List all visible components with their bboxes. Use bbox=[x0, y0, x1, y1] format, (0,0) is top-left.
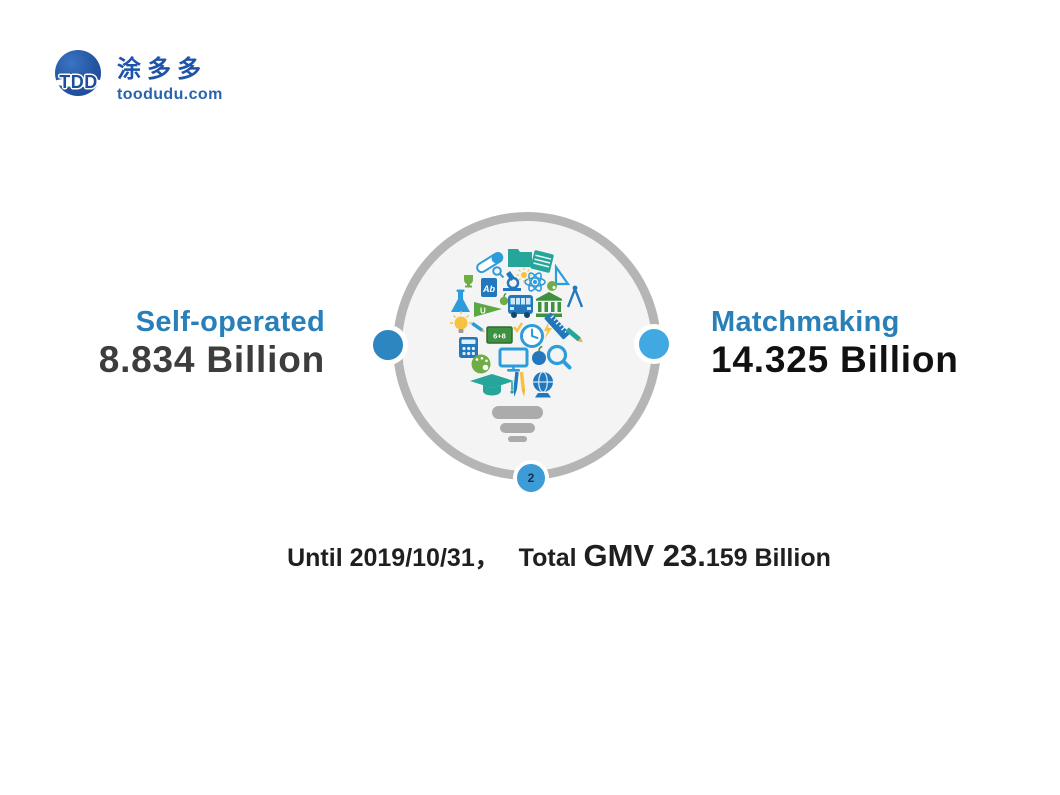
globe-icon bbox=[533, 371, 553, 398]
caption-total: Total bbox=[511, 544, 584, 572]
logo-text: 涂多多 toodudu.com bbox=[117, 46, 223, 103]
blackboard-text: 6+8 bbox=[493, 332, 506, 341]
stat-matchmaking-value: 14.325 Billion bbox=[711, 338, 959, 380]
lightning-icon bbox=[544, 321, 552, 339]
caption-date: Until 2019/10/31， bbox=[287, 544, 500, 572]
trophy-icon bbox=[464, 275, 473, 288]
logo-abbr: TDD bbox=[59, 72, 98, 92]
pencil-icon bbox=[565, 327, 583, 343]
bank-building-icon bbox=[536, 292, 562, 317]
sun-icon bbox=[516, 267, 532, 283]
apple-icon bbox=[532, 345, 546, 365]
checkmark-icon bbox=[513, 322, 524, 334]
stat-self-operated-value: 8.834 Billion bbox=[98, 338, 325, 380]
stat-matchmaking: Matchmaking 14.325 Billion bbox=[711, 305, 959, 380]
gmv-caption: Until 2019/10/31， Total GMV 23.159 Billi… bbox=[58, 538, 1060, 574]
calculator-icon bbox=[459, 337, 478, 358]
clock-icon bbox=[520, 324, 544, 348]
caption-gmv-emphasis: GMV 23. bbox=[583, 538, 706, 573]
computer-monitor-icon bbox=[498, 347, 529, 372]
page-number-badge: 2 bbox=[513, 460, 549, 496]
small-magnifier-icon bbox=[492, 266, 505, 279]
stat-matchmaking-label: Matchmaking bbox=[711, 306, 900, 338]
school-bus-icon bbox=[508, 295, 533, 318]
stat-self-operated: Self-operated 8.834 Billion bbox=[99, 305, 325, 380]
caption-billion: 159 Billion bbox=[705, 544, 831, 572]
graduation-cap-icon bbox=[470, 374, 514, 396]
microscope-icon bbox=[503, 271, 521, 291]
lightbulb-collage: Ab U bbox=[450, 249, 584, 442]
small-pencil-icon bbox=[471, 321, 485, 333]
stat-self-operated-label: Self-operated bbox=[135, 306, 325, 338]
blackboard-icon: 6+8 bbox=[486, 326, 513, 344]
notebook-icon bbox=[530, 250, 554, 273]
page-number: 2 bbox=[527, 471, 535, 485]
right-connector-dot bbox=[634, 324, 674, 364]
folder-icon bbox=[508, 249, 532, 267]
magnifying-glass-icon bbox=[546, 344, 572, 370]
globe-circle bbox=[55, 50, 101, 96]
book-text: Ab bbox=[482, 284, 495, 294]
paint-brushes-icon bbox=[513, 371, 526, 397]
globe-wave bbox=[53, 78, 104, 87]
logo-name-chinese: 涂多多 bbox=[117, 56, 207, 83]
pennant-text: U bbox=[480, 307, 486, 316]
small-apple-icon bbox=[499, 293, 509, 306]
book-icon: Ab bbox=[481, 278, 497, 297]
test-tube-icon bbox=[476, 252, 504, 274]
flask-icon bbox=[451, 289, 470, 312]
ruler-icon bbox=[544, 312, 570, 340]
logo-website: toodudu.com bbox=[117, 86, 223, 103]
paint-palette-icon bbox=[471, 354, 491, 374]
idea-bulb-icon bbox=[450, 311, 472, 333]
pennant-flag-icon: U bbox=[474, 302, 502, 317]
bulb-base bbox=[492, 406, 543, 442]
triangle-ruler-icon bbox=[554, 263, 571, 286]
mini-palette-icon bbox=[547, 281, 557, 291]
atom-icon bbox=[524, 272, 546, 292]
left-connector-dot bbox=[368, 325, 408, 365]
company-logo: TDD 涂多多 toodudu.com bbox=[53, 46, 223, 103]
logo-globe-icon: TDD bbox=[53, 46, 104, 102]
compass-icon bbox=[566, 285, 584, 308]
